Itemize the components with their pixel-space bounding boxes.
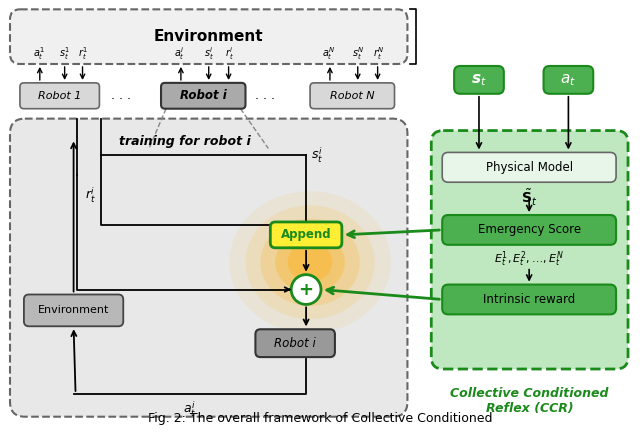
Text: $\tilde{\mathbf{S}}_t$: $\tilde{\mathbf{S}}_t$: [521, 188, 537, 208]
FancyBboxPatch shape: [24, 294, 124, 326]
FancyBboxPatch shape: [161, 83, 246, 109]
FancyBboxPatch shape: [310, 83, 394, 109]
Text: Environment: Environment: [154, 29, 264, 44]
FancyBboxPatch shape: [442, 284, 616, 314]
Text: . . .: . . .: [255, 89, 275, 102]
Text: $r_t^1$: $r_t^1$: [79, 45, 89, 62]
Text: $a_t$: $a_t$: [561, 72, 576, 88]
Text: $s_t^i$: $s_t^i$: [311, 145, 323, 165]
FancyBboxPatch shape: [454, 66, 504, 94]
Text: $E_t^1, E_t^2, \ldots, E_t^N$: $E_t^1, E_t^2, \ldots, E_t^N$: [494, 250, 564, 269]
FancyBboxPatch shape: [442, 152, 616, 182]
Text: Append: Append: [281, 228, 332, 241]
Text: Collective Conditioned
Reflex (CCR): Collective Conditioned Reflex (CCR): [451, 387, 609, 415]
Text: Robot i: Robot i: [275, 337, 316, 350]
Text: training for robot i: training for robot i: [119, 135, 251, 148]
FancyBboxPatch shape: [255, 329, 335, 357]
Text: $s_t^i$: $s_t^i$: [204, 45, 214, 62]
Text: Robot N: Robot N: [330, 91, 374, 101]
Text: Robot i: Robot i: [180, 89, 227, 102]
Text: +: +: [299, 281, 314, 298]
Text: Environment: Environment: [38, 305, 109, 315]
Text: $a_t^i$: $a_t^i$: [175, 45, 186, 62]
Ellipse shape: [229, 191, 391, 333]
Text: $a_t^i$: $a_t^i$: [183, 400, 196, 419]
Text: Fig. 2: The overall framework of Collective Conditioned: Fig. 2: The overall framework of Collect…: [148, 412, 492, 425]
Text: $s_t^N$: $s_t^N$: [351, 45, 364, 62]
Ellipse shape: [275, 232, 345, 293]
Text: $a_t^N$: $a_t^N$: [323, 45, 335, 62]
Text: $a_t^1$: $a_t^1$: [33, 45, 45, 62]
Text: $r_t^i$: $r_t^i$: [225, 45, 234, 62]
Text: $\boldsymbol{s}_t$: $\boldsymbol{s}_t$: [471, 72, 487, 88]
Text: Physical Model: Physical Model: [486, 161, 573, 174]
Text: Intrinsic reward: Intrinsic reward: [483, 293, 575, 306]
Text: $r_t^i$: $r_t^i$: [84, 185, 95, 205]
FancyBboxPatch shape: [10, 119, 408, 417]
FancyBboxPatch shape: [442, 215, 616, 245]
Ellipse shape: [260, 219, 360, 306]
Text: $s_t^1$: $s_t^1$: [59, 45, 70, 62]
Circle shape: [291, 275, 321, 304]
Text: $r_t^N$: $r_t^N$: [373, 45, 385, 62]
Text: Robot 1: Robot 1: [38, 91, 81, 101]
FancyBboxPatch shape: [20, 83, 99, 109]
FancyBboxPatch shape: [431, 131, 628, 369]
Ellipse shape: [288, 242, 332, 282]
FancyBboxPatch shape: [10, 10, 408, 64]
Text: . . .: . . .: [111, 89, 131, 102]
FancyBboxPatch shape: [543, 66, 593, 94]
Ellipse shape: [246, 205, 374, 319]
Text: Emergency Score: Emergency Score: [477, 223, 580, 236]
FancyBboxPatch shape: [270, 222, 342, 248]
